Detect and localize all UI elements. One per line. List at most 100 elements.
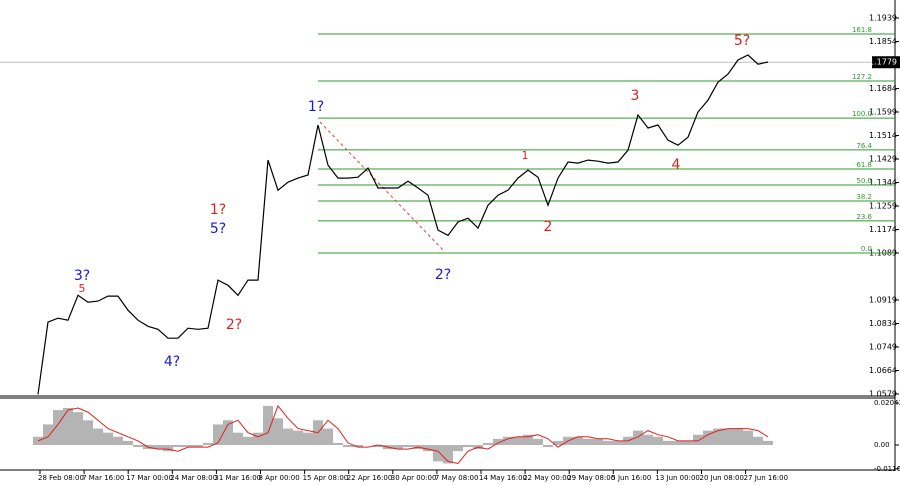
osc-bar — [573, 436, 583, 445]
osc-bar — [653, 436, 663, 445]
wave-label: 1? — [308, 99, 324, 115]
osc-bar — [203, 442, 213, 445]
osc-bar — [293, 430, 303, 445]
wave-label: 2 — [544, 219, 553, 235]
osc-bar — [743, 430, 753, 445]
osc-signal — [37, 404, 769, 465]
fib-label: 50.0 — [856, 177, 872, 185]
osc-bar — [733, 428, 743, 445]
osc-bar — [663, 440, 673, 445]
osc-tick-label: 0.02043 — [874, 399, 900, 407]
osc-bar — [433, 445, 443, 462]
wave-label: 4? — [164, 354, 180, 370]
wave-label: 5? — [734, 33, 750, 49]
time-label: 22 May 00:00 — [523, 474, 571, 482]
time-label: 30 Apr 00:00 — [391, 474, 437, 482]
price-tick-label: 1.1854 — [869, 37, 897, 46]
osc-bar — [703, 430, 713, 445]
osc-bar — [53, 410, 63, 445]
osc-bar — [333, 442, 343, 445]
wave-label: 5 — [79, 282, 86, 295]
osc-bar — [543, 445, 553, 448]
fib-label: 100.0 — [852, 110, 872, 118]
price-tick-label: 1.1684 — [869, 84, 897, 93]
osc-tick-label: -0.0116 — [874, 465, 900, 473]
price-tick-label: 1.0919 — [869, 296, 897, 305]
fib-label: 127.2 — [852, 73, 872, 81]
osc-bar — [103, 432, 113, 445]
osc-bar — [723, 428, 733, 445]
osc-bar — [713, 428, 723, 445]
price-tick-label: 1.1259 — [869, 202, 897, 211]
wave-label: 3? — [74, 268, 90, 284]
time-label: 14 May 16:00 — [479, 474, 527, 482]
fib-label: 161.8 — [852, 26, 872, 34]
osc-bar — [123, 440, 133, 445]
wave-label: 1 — [522, 149, 529, 162]
osc-bar — [493, 438, 503, 445]
osc-bar — [553, 440, 563, 445]
osc-bar — [153, 445, 163, 450]
osc-bar — [113, 436, 123, 445]
osc-bar — [93, 428, 103, 445]
fib-label: 23.6 — [856, 213, 872, 221]
osc-bar — [403, 445, 413, 448]
osc-bar — [343, 445, 353, 448]
osc-bar — [263, 405, 273, 445]
fib-label: 0.0 — [861, 245, 872, 253]
osc-bar — [673, 440, 683, 445]
osc-tick-label: 0.00 — [874, 441, 890, 449]
osc-bar — [323, 428, 333, 445]
osc-bar — [393, 445, 403, 450]
osc-bar — [373, 445, 383, 448]
price-line — [37, 54, 769, 395]
osc-bar — [533, 438, 543, 445]
osc-bar — [83, 420, 93, 445]
time-label: 13 Jun 00:00 — [655, 474, 699, 482]
price-tick-label: 1.1344 — [869, 178, 897, 187]
osc-bar — [173, 445, 183, 448]
time-label: 20 Jun 08:00 — [700, 474, 744, 482]
wave-label: 2? — [435, 267, 451, 283]
osc-bar — [213, 424, 223, 445]
osc-bar — [223, 420, 233, 445]
osc-bar — [643, 434, 653, 445]
current-price-box — [872, 56, 900, 69]
osc-bar — [603, 440, 613, 445]
osc-bar — [593, 438, 603, 445]
osc-bar — [163, 445, 173, 452]
osc-bar — [753, 436, 763, 445]
price-tick-label: 1.1429 — [869, 155, 897, 164]
osc-bar — [43, 424, 53, 445]
osc-bar — [63, 407, 73, 445]
time-label: 28 Feb 08:00 — [38, 474, 84, 482]
osc-bar — [613, 440, 623, 445]
fib-label: 61.8 — [856, 161, 872, 169]
time-label: 27 Jun 16:00 — [744, 474, 788, 482]
time-label: 7 May 08:00 — [435, 474, 479, 482]
osc-bar — [73, 412, 83, 445]
osc-bar — [273, 418, 283, 445]
price-tick-label: 1.1174 — [869, 225, 897, 234]
wave-label: 3 — [631, 88, 640, 104]
osc-bar — [683, 440, 693, 445]
fib-label: 38.2 — [856, 193, 872, 201]
osc-bar — [503, 436, 513, 445]
osc-bar — [523, 434, 533, 445]
osc-bar — [233, 432, 243, 445]
price-tick-label: 1.0579 — [869, 390, 897, 399]
osc-bar — [423, 445, 433, 452]
osc-bar — [483, 442, 493, 445]
wave-label: 4 — [672, 157, 681, 173]
osc-bar — [183, 445, 193, 448]
time-label: 29 May 08:00 — [567, 474, 615, 482]
current-price-label: 1.1779 — [869, 58, 897, 67]
wave-label: 1? — [210, 202, 226, 218]
osc-bar — [193, 445, 203, 448]
price-tick-label: 1.1939 — [869, 14, 897, 23]
wave-label: 5? — [210, 221, 226, 237]
time-label: 22 Apr 16:00 — [347, 474, 393, 482]
wave-label: 2? — [226, 317, 242, 333]
